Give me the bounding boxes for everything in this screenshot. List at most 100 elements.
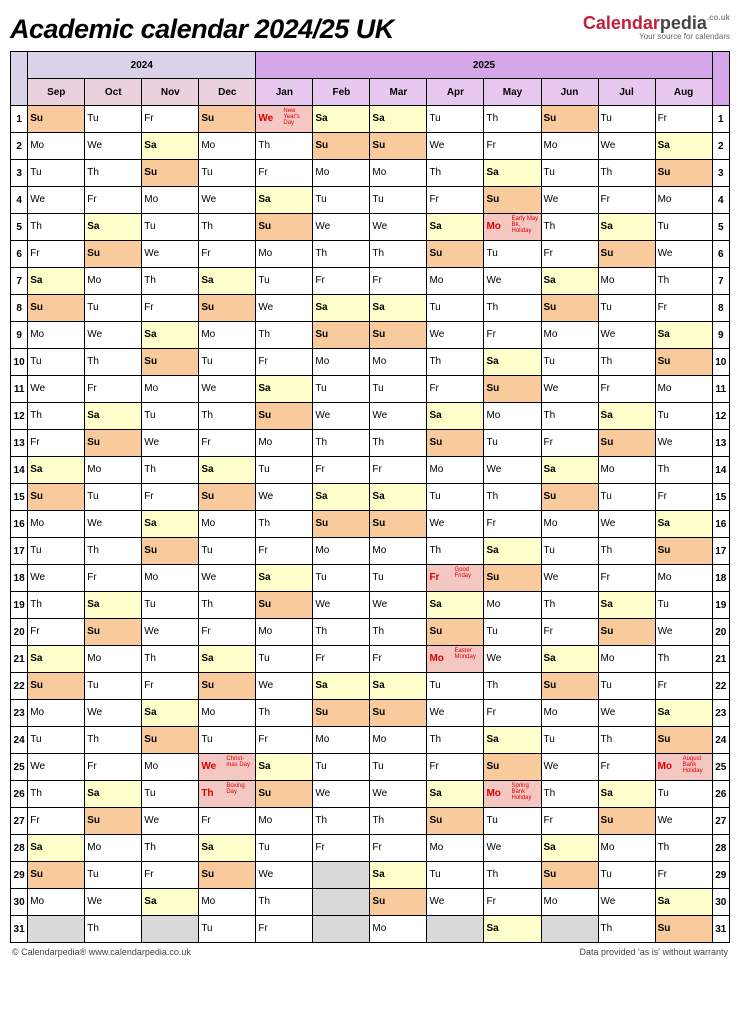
logo: Calendarpedia.co.uk Your source for cale… <box>583 14 730 41</box>
day-cell: Sa <box>484 538 541 565</box>
day-cell: Fr <box>484 133 541 160</box>
day-cell: MoEarly May Bk. Holiday <box>484 214 541 241</box>
day-number: 16 <box>712 511 729 538</box>
holiday-label: New Year's Day <box>283 108 311 126</box>
day-number: 22 <box>712 673 729 700</box>
day-cell: Sa <box>484 727 541 754</box>
day-number: 31 <box>712 916 729 943</box>
day-number: 8 <box>11 295 28 322</box>
day-cell: Mo <box>370 916 427 943</box>
day-cell: Sa <box>256 376 313 403</box>
day-cell: Mo <box>427 268 484 295</box>
day-cell: Sa <box>199 457 256 484</box>
day-cell: Fr <box>28 619 85 646</box>
month-header: Feb <box>313 79 370 106</box>
day-cell: Mo <box>427 457 484 484</box>
day-cell: Sa <box>370 484 427 511</box>
day-cell: We <box>370 214 427 241</box>
day-cell: We <box>655 430 712 457</box>
day-number: 11 <box>712 376 729 403</box>
day-number: 25 <box>11 754 28 781</box>
day-number: 20 <box>712 619 729 646</box>
day-cell: Sa <box>541 268 598 295</box>
day-cell: Th <box>427 160 484 187</box>
day-cell: Su <box>85 808 142 835</box>
day-cell: Su <box>655 349 712 376</box>
day-number: 27 <box>11 808 28 835</box>
blank-cell <box>28 916 85 943</box>
day-cell: Tu <box>28 349 85 376</box>
month-header: Dec <box>199 79 256 106</box>
day-cell: Mo <box>655 376 712 403</box>
day-number: 18 <box>11 565 28 592</box>
day-cell: Fr <box>199 619 256 646</box>
day-cell: Th <box>28 403 85 430</box>
day-number: 1 <box>712 106 729 133</box>
day-cell: We <box>256 295 313 322</box>
day-cell: WeNew Year's Day <box>256 106 313 133</box>
day-cell: We <box>541 754 598 781</box>
day-number: 10 <box>11 349 28 376</box>
day-number: 23 <box>11 700 28 727</box>
day-cell: Th <box>427 538 484 565</box>
day-cell: Th <box>199 592 256 619</box>
day-cell: Sa <box>142 322 199 349</box>
day-cell: Th <box>484 295 541 322</box>
day-cell: We <box>85 511 142 538</box>
day-cell: Sa <box>28 835 85 862</box>
day-number: 15 <box>11 484 28 511</box>
day-cell: Su <box>199 295 256 322</box>
month-header: Jun <box>541 79 598 106</box>
day-number: 20 <box>11 619 28 646</box>
day-cell: Sa <box>199 268 256 295</box>
day-cell: Th <box>655 457 712 484</box>
day-cell: Th <box>313 808 370 835</box>
day-cell: Su <box>142 349 199 376</box>
day-cell: Mo <box>142 187 199 214</box>
day-cell: We <box>142 808 199 835</box>
day-cell: Sa <box>598 781 655 808</box>
day-cell: Fr <box>655 673 712 700</box>
day-cell: Tu <box>28 727 85 754</box>
day-cell: Su <box>370 700 427 727</box>
day-cell: Mo <box>313 727 370 754</box>
day-cell: Mo <box>598 835 655 862</box>
day-cell: Tu <box>85 862 142 889</box>
day-cell: Mo <box>256 619 313 646</box>
day-cell: Mo <box>541 322 598 349</box>
day-cell: Fr <box>655 295 712 322</box>
day-cell: Su <box>484 565 541 592</box>
day-cell: Tu <box>142 781 199 808</box>
holiday-label: Boxing Day <box>226 783 254 795</box>
day-cell: We <box>85 889 142 916</box>
day-cell: Th <box>142 457 199 484</box>
day-cell: Th <box>598 538 655 565</box>
day-cell: Th <box>541 781 598 808</box>
day-cell: Mo <box>85 835 142 862</box>
day-cell: We <box>28 754 85 781</box>
day-cell: Th <box>370 808 427 835</box>
day-cell: Su <box>598 619 655 646</box>
day-cell: Su <box>85 241 142 268</box>
day-cell: We <box>598 889 655 916</box>
day-number: 13 <box>11 430 28 457</box>
day-cell: Mo <box>199 322 256 349</box>
day-cell: Su <box>541 295 598 322</box>
day-cell: Tu <box>313 565 370 592</box>
day-cell: Sa <box>427 214 484 241</box>
day-cell: Tu <box>142 214 199 241</box>
day-cell: Mo <box>541 133 598 160</box>
day-cell: Fr <box>655 106 712 133</box>
day-cell: Th <box>598 916 655 943</box>
day-cell: Sa <box>256 754 313 781</box>
day-cell: Th <box>85 160 142 187</box>
holiday-label: Early May Bk. Holiday <box>512 216 540 234</box>
day-cell: Mo <box>28 889 85 916</box>
day-cell: Mo <box>655 565 712 592</box>
day-cell: Su <box>541 673 598 700</box>
day-cell: Fr <box>313 646 370 673</box>
day-cell: Tu <box>370 754 427 781</box>
day-cell: Mo <box>313 538 370 565</box>
day-cell: Fr <box>541 619 598 646</box>
day-cell: Tu <box>484 241 541 268</box>
